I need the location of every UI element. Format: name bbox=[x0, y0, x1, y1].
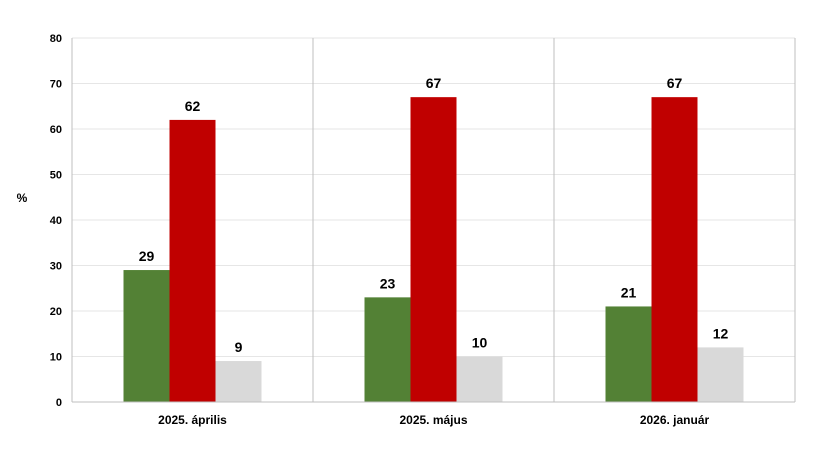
data-label-2-2: 12 bbox=[713, 325, 729, 341]
data-label-1-2: 10 bbox=[472, 335, 488, 351]
bar-0-2 bbox=[215, 361, 262, 402]
data-label-0-1: 62 bbox=[185, 98, 201, 114]
axes: 0 10 20 30 40 50 60 70 80 2025. április 2025. máju… bbox=[50, 33, 795, 427]
y-tick-label-70: 70 bbox=[50, 79, 62, 91]
y-tick-label-20: 20 bbox=[50, 306, 62, 318]
data-labels: 29 62 9 23 67 10 21 67 12 bbox=[139, 75, 729, 355]
data-label-1-0: 23 bbox=[380, 275, 396, 291]
y-tick-label-40: 40 bbox=[50, 215, 62, 227]
category-label-2: 2026. január bbox=[640, 413, 710, 427]
category-separators bbox=[71, 38, 796, 402]
data-label-0-0: 29 bbox=[139, 248, 155, 264]
y-axis-title: % bbox=[17, 191, 28, 205]
data-label-0-2: 9 bbox=[235, 339, 243, 355]
data-label-2-0: 21 bbox=[621, 284, 637, 300]
bars bbox=[123, 97, 744, 403]
bar-2-2 bbox=[697, 347, 744, 402]
bar-0-1 bbox=[169, 119, 216, 403]
bar-1-1 bbox=[410, 97, 457, 403]
category-label-0: 2025. április bbox=[158, 413, 227, 427]
bar-2-0 bbox=[605, 306, 652, 402]
data-label-2-1: 67 bbox=[667, 75, 683, 91]
y-tick-label-10: 10 bbox=[50, 352, 62, 364]
y-tick-label-50: 50 bbox=[50, 170, 62, 182]
y-tick-label-30: 30 bbox=[50, 261, 62, 273]
bar-0-0 bbox=[123, 270, 170, 402]
bar-1-2 bbox=[456, 356, 503, 402]
data-label-1-1: 67 bbox=[426, 75, 442, 91]
y-tick-label-0: 0 bbox=[56, 397, 62, 409]
bar-1-0 bbox=[364, 297, 411, 402]
category-label-1: 2025. május bbox=[399, 413, 467, 427]
y-tick-label-80: 80 bbox=[50, 33, 62, 45]
y-tick-label-60: 60 bbox=[50, 124, 62, 136]
bar-2-1 bbox=[651, 97, 698, 403]
